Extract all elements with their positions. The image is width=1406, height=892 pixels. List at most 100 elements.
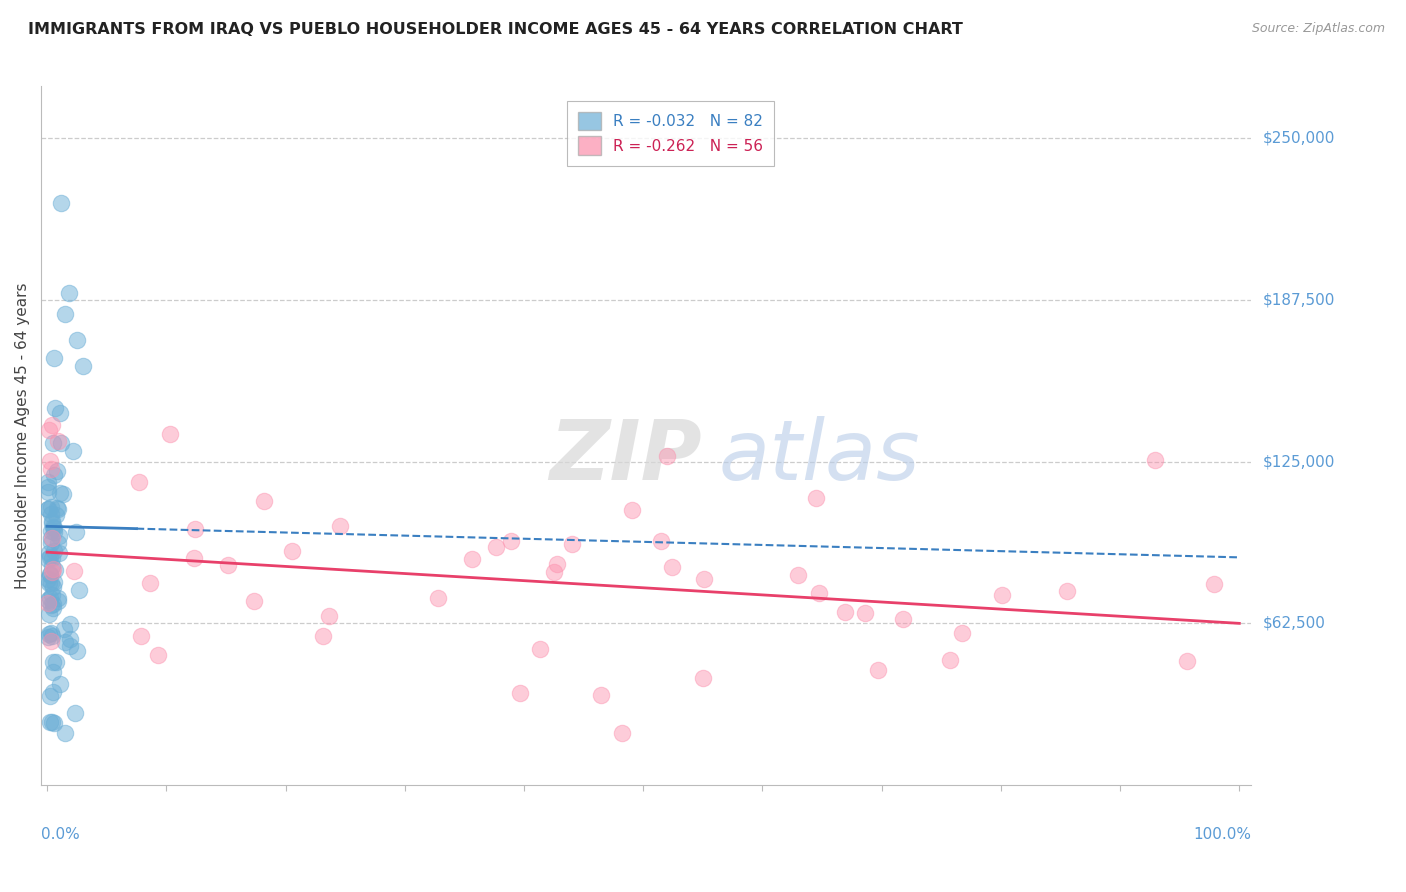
Point bbox=[52, 486, 75, 500]
Point bbox=[329, 518, 352, 533]
Point bbox=[42, 601, 65, 615]
Y-axis label: Householder Income Ages 45 - 64 years: Householder Income Ages 45 - 64 years bbox=[15, 283, 30, 589]
Point bbox=[38, 575, 60, 590]
Text: 100.0%: 100.0% bbox=[1194, 827, 1251, 842]
Point bbox=[41, 462, 63, 476]
Point bbox=[37, 485, 59, 500]
Point bbox=[318, 609, 340, 624]
Point bbox=[41, 550, 63, 565]
Point bbox=[38, 549, 60, 564]
Point bbox=[37, 480, 59, 494]
Point bbox=[48, 529, 70, 543]
Point bbox=[38, 626, 60, 640]
Point bbox=[529, 641, 551, 656]
Point bbox=[41, 508, 63, 522]
Point bbox=[242, 594, 264, 608]
Point bbox=[42, 520, 65, 534]
Point bbox=[39, 576, 62, 591]
Point bbox=[159, 427, 181, 442]
Point bbox=[38, 607, 60, 621]
Point bbox=[281, 543, 304, 558]
Text: $187,500: $187,500 bbox=[1263, 293, 1334, 308]
Point bbox=[44, 543, 66, 558]
Point bbox=[37, 475, 59, 490]
Point bbox=[49, 436, 72, 450]
Point bbox=[41, 516, 63, 530]
Point bbox=[45, 655, 67, 669]
Point bbox=[37, 593, 59, 607]
Point bbox=[509, 686, 531, 700]
Point bbox=[66, 333, 89, 347]
Point bbox=[45, 508, 67, 523]
Point bbox=[1056, 583, 1078, 598]
Point bbox=[41, 500, 63, 515]
Point bbox=[184, 522, 207, 536]
Point bbox=[804, 491, 827, 505]
Point bbox=[46, 434, 69, 448]
Point bbox=[650, 534, 672, 549]
Point bbox=[39, 625, 62, 640]
Point bbox=[990, 588, 1012, 602]
Point bbox=[44, 575, 66, 590]
Point bbox=[39, 591, 62, 606]
Point bbox=[42, 524, 65, 539]
Point bbox=[950, 626, 973, 640]
Text: $125,000: $125,000 bbox=[1263, 454, 1334, 469]
Point bbox=[39, 524, 62, 538]
Point bbox=[39, 567, 62, 582]
Point bbox=[63, 565, 86, 579]
Point bbox=[183, 550, 205, 565]
Point bbox=[65, 525, 87, 540]
Point bbox=[485, 540, 508, 554]
Point bbox=[37, 502, 59, 516]
Point bbox=[53, 622, 76, 636]
Point bbox=[42, 715, 65, 730]
Point bbox=[41, 559, 63, 574]
Point bbox=[543, 565, 565, 579]
Point bbox=[1143, 453, 1166, 467]
Point bbox=[49, 406, 72, 420]
Point bbox=[42, 597, 65, 611]
Point bbox=[37, 572, 59, 586]
Point bbox=[42, 436, 65, 450]
Point bbox=[53, 726, 76, 740]
Point bbox=[44, 468, 66, 483]
Point bbox=[939, 652, 962, 666]
Point bbox=[41, 588, 63, 602]
Text: $62,500: $62,500 bbox=[1263, 615, 1326, 631]
Point bbox=[38, 453, 60, 467]
Point bbox=[38, 714, 60, 729]
Point bbox=[561, 537, 583, 551]
Point bbox=[59, 616, 82, 631]
Point bbox=[39, 566, 62, 581]
Point bbox=[37, 552, 59, 566]
Point bbox=[217, 558, 239, 573]
Point bbox=[41, 514, 63, 528]
Point bbox=[39, 531, 62, 545]
Point bbox=[49, 485, 72, 500]
Point bbox=[44, 563, 66, 577]
Point bbox=[41, 566, 63, 580]
Point bbox=[48, 536, 70, 550]
Point bbox=[49, 676, 72, 690]
Point bbox=[139, 576, 162, 591]
Point bbox=[546, 557, 568, 571]
Point bbox=[46, 591, 69, 606]
Point bbox=[128, 475, 150, 490]
Point bbox=[39, 599, 62, 613]
Point bbox=[853, 606, 876, 620]
Point bbox=[41, 531, 63, 545]
Text: ZIP: ZIP bbox=[550, 417, 702, 497]
Point bbox=[41, 630, 63, 644]
Point bbox=[46, 501, 69, 516]
Point bbox=[661, 559, 683, 574]
Point bbox=[39, 690, 62, 704]
Point bbox=[44, 351, 66, 365]
Point bbox=[39, 536, 62, 550]
Point bbox=[42, 520, 65, 534]
Text: atlas: atlas bbox=[718, 417, 921, 497]
Point bbox=[834, 605, 856, 619]
Point bbox=[692, 572, 714, 586]
Point bbox=[41, 417, 63, 432]
Point bbox=[42, 562, 65, 576]
